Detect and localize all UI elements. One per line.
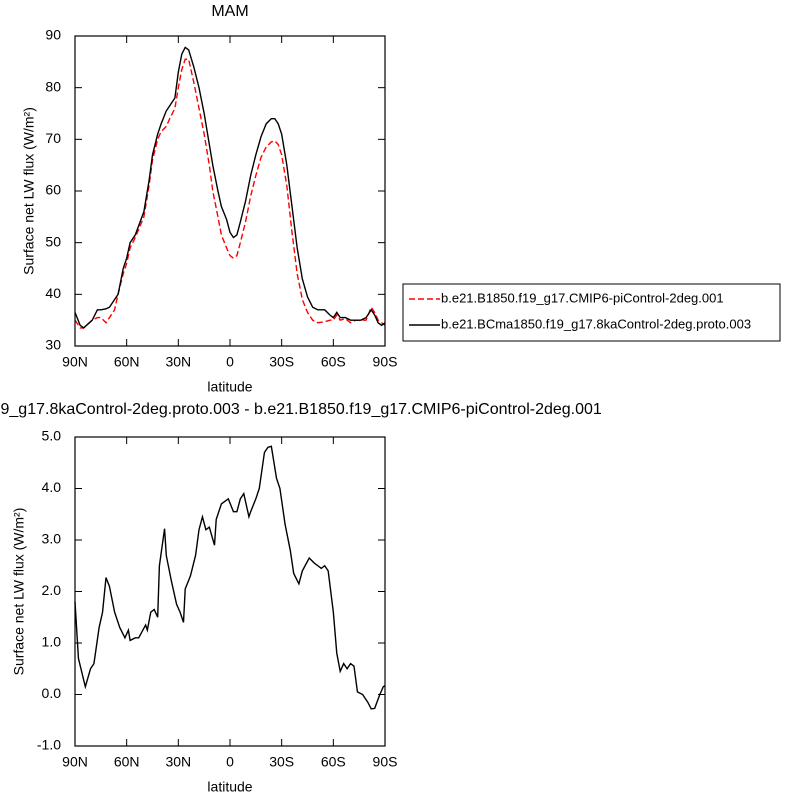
plot-frame bbox=[74, 35, 386, 347]
x-tick-label: 30N bbox=[165, 754, 191, 770]
x-tick-label: 30S bbox=[269, 754, 294, 770]
y-axis-title: Surface net LW flux (W/m²) bbox=[11, 508, 27, 676]
y-tick-label: 0.0 bbox=[42, 685, 62, 701]
chart-title: b.e21.BCma1850.f19_g17.8kaControl-2deg.p… bbox=[0, 401, 602, 418]
x-tick-label: 30S bbox=[269, 354, 294, 370]
x-axis-title: latitude bbox=[207, 379, 252, 395]
chart-title: MAM bbox=[211, 3, 248, 20]
plot-frame bbox=[74, 436, 386, 747]
x-tick-label: 60N bbox=[114, 354, 140, 370]
x-tick-label: 90S bbox=[373, 754, 398, 770]
x-axis-title: latitude bbox=[207, 779, 252, 795]
y-tick-label: 5.0 bbox=[42, 428, 62, 444]
data-line bbox=[74, 445, 386, 710]
x-tick-label: 30N bbox=[165, 354, 191, 370]
y-tick-label: 30 bbox=[45, 337, 61, 353]
x-tick-label: 60S bbox=[321, 754, 346, 770]
y-tick-label: 4.0 bbox=[42, 479, 62, 495]
y-tick-label: 70 bbox=[45, 130, 61, 146]
y-tick-label: 40 bbox=[45, 285, 61, 301]
legend-label: b.e21.B1850.f19_g17.CMIP6-piControl-2deg… bbox=[441, 290, 724, 305]
y-tick-label: 3.0 bbox=[42, 531, 62, 547]
y-tick-label: 80 bbox=[45, 78, 61, 94]
x-tick-label: 90S bbox=[373, 354, 398, 370]
data-line bbox=[74, 58, 386, 329]
y-tick-label: 60 bbox=[45, 182, 61, 198]
x-tick-label: 0 bbox=[226, 754, 234, 770]
x-tick-label: 90N bbox=[62, 754, 88, 770]
x-tick-label: 90N bbox=[62, 354, 88, 370]
y-tick-label: 2.0 bbox=[42, 582, 62, 598]
x-tick-label: 0 bbox=[226, 354, 234, 370]
x-tick-label: 60S bbox=[321, 354, 346, 370]
y-tick-label: -1.0 bbox=[37, 737, 61, 753]
data-line bbox=[74, 46, 386, 329]
legend-label: b.e21.BCma1850.f19_g17.8kaControl-2deg.p… bbox=[441, 316, 751, 331]
legend-box bbox=[402, 283, 781, 342]
y-tick-label: 50 bbox=[45, 233, 61, 249]
y-tick-label: 1.0 bbox=[42, 634, 62, 650]
y-tick-label: 90 bbox=[45, 27, 61, 43]
x-tick-label: 60N bbox=[114, 754, 140, 770]
y-axis-title: Surface net LW flux (W/m²) bbox=[21, 107, 37, 275]
